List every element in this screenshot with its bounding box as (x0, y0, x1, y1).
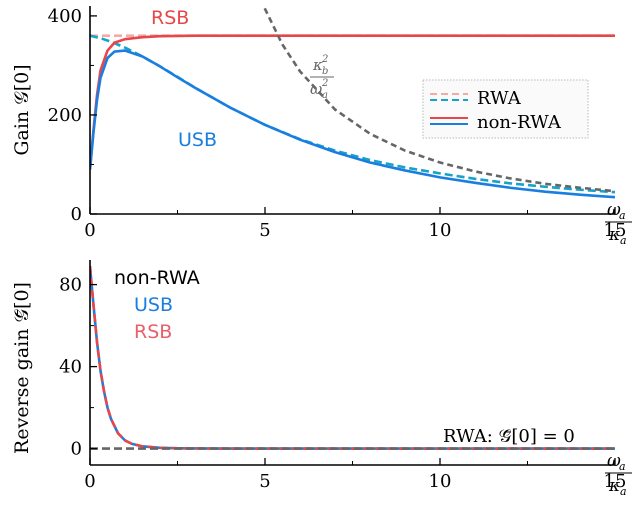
top-xlabel-num-sub: a (619, 209, 626, 222)
bottom-y-tick-label: 0 (71, 439, 82, 460)
top-annotation-usb: USB (178, 129, 217, 151)
top-xlabel-den-sub: a (620, 234, 627, 247)
bottom-annotation-rwa: RWA: 𝒢̄[0] = 0 (443, 426, 575, 447)
top-x-tick-label: 5 (259, 220, 270, 241)
top-y-axis-title: Gain 𝒢[0] (11, 64, 33, 155)
top-y-tick-label: 400 (48, 6, 82, 27)
top-x-tick-label: 10 (429, 220, 452, 241)
asym-den-sup: 2 (321, 78, 328, 89)
bottom-annotation-nonrwa: non-RWA (114, 267, 200, 289)
asym-num-sup: 2 (321, 54, 328, 65)
top-y-tick-label: 0 (71, 204, 82, 225)
legend-label-rwa: RWA (477, 88, 522, 109)
bottom-xlabel-den: κ (608, 476, 620, 496)
asymptote-label: κ b 2 ω a 2 (310, 54, 334, 101)
bottom-xlabel-num-sub: a (619, 460, 626, 473)
legend: RWA non-RWA (423, 80, 588, 138)
bottom-y-tick-label: 80 (59, 275, 82, 296)
legend-label-nonrwa: non-RWA (477, 112, 562, 133)
bottom-annotation-rsb: RSB (134, 321, 172, 343)
bottom-annotation-usb: USB (134, 294, 173, 316)
top-xlabel-den: κ (608, 225, 620, 245)
bottom-x-tick-label: 0 (84, 471, 95, 492)
bottom-y-tick-label: 40 (59, 357, 82, 378)
asym-den: ω (310, 80, 322, 98)
bottom-x-tick-label: 10 (429, 471, 452, 492)
bottom-xlabel-den-sub: a (620, 485, 627, 498)
top-annotation-rsb: RSB (151, 7, 189, 29)
bottom-x-tick-label: 5 (259, 471, 270, 492)
bottom-y-axis-title: Reverse gain 𝒢̄[0] (11, 282, 33, 454)
top-x-tick-label: 0 (84, 220, 95, 241)
top-y-tick-label: 200 (48, 105, 82, 126)
asym-num-sub: b (322, 66, 328, 77)
asym-den-sub: a (322, 90, 328, 101)
